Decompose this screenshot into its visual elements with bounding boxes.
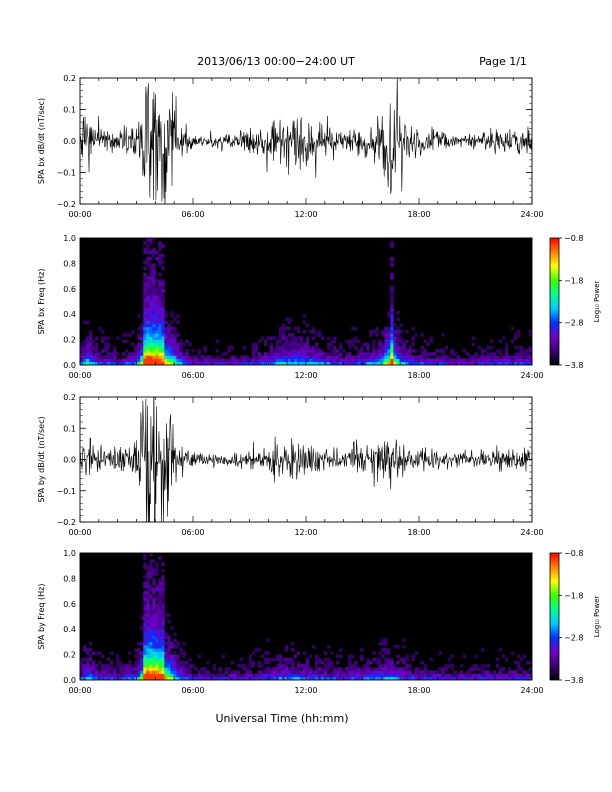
y-axis-label: SPA by Freq (Hz) <box>37 584 46 650</box>
colorbar: −0.8 −1.8 −2.8 −3.8 Log₁₀ Power <box>549 549 601 685</box>
x-tick-label: 12:00 <box>294 210 317 219</box>
trace-line <box>80 397 532 522</box>
x-tick-label: 00:00 <box>68 371 91 380</box>
x-tick-label: 06:00 <box>181 210 204 219</box>
colorbar-tick-label: −1.8 <box>564 591 583 600</box>
x-tick-label: 06:00 <box>181 686 204 695</box>
x-tick-label: 12:00 <box>294 371 317 380</box>
colorbar-tick-label: −2.8 <box>564 634 583 643</box>
colorbar-tick-label: −1.8 <box>564 276 583 285</box>
x-tick-label: 12:00 <box>294 528 317 537</box>
colorbar-tick-label: −0.8 <box>564 549 583 558</box>
y-tick-label: 0.8 <box>63 574 76 583</box>
y-tick-label: 0.4 <box>63 310 76 319</box>
x-tick-label: 18:00 <box>407 210 430 219</box>
y-axis-label: SPA bx Freq (Hz) <box>37 269 46 335</box>
y-tick-label: 0.0 <box>63 137 76 146</box>
colorbar-tick-label: −2.8 <box>564 319 583 328</box>
spectrogram-cells <box>80 238 532 365</box>
colorbar-label: Log₁₀ Power <box>593 281 601 323</box>
x-tick-label: 18:00 <box>407 528 430 537</box>
figure-title: 2013/06/13 00:00−24:00 UT <box>197 55 355 68</box>
y-tick-label: 0.8 <box>63 259 76 268</box>
x-tick-label: 18:00 <box>407 371 430 380</box>
x-tick-label: 24:00 <box>520 528 543 537</box>
x-tick-label: 00:00 <box>68 210 91 219</box>
y-tick-label: 1.0 <box>63 234 76 243</box>
x-tick-label: 24:00 <box>520 686 543 695</box>
x-axis-title: Universal Time (hh:mm) <box>216 712 349 725</box>
x-tick-label: 06:00 <box>181 528 204 537</box>
y-tick-label: 0.4 <box>63 625 76 634</box>
y-tick-label: 0.0 <box>63 361 76 370</box>
y-tick-label: −0.1 <box>57 169 76 178</box>
y-tick-label: 0.0 <box>63 676 76 685</box>
colorbar-label: Log₁₀ Power <box>593 596 601 638</box>
colorbar-tick-label: −0.8 <box>564 234 583 243</box>
trace-line <box>80 78 532 204</box>
y-tick-label: 0.6 <box>63 285 76 294</box>
panels-group: 0.20.10.0−0.1−0.200:00 06:00 12:00 18:00 24:… <box>37 74 601 695</box>
panel-4: −0.8 −1.8 −2.8 −3.8 Log₁₀ Power 1.0 0.8 0.6 0.4 0… <box>37 549 601 695</box>
y-tick-label: 0.2 <box>63 393 76 402</box>
x-tick-label: 24:00 <box>520 210 543 219</box>
y-tick-label: 0.6 <box>63 600 76 609</box>
colorbar: −0.8 −1.8 −2.8 −3.8 Log₁₀ Power <box>549 234 601 370</box>
y-tick-label: −0.2 <box>57 200 76 209</box>
y-tick-label: 0.1 <box>63 106 76 115</box>
page-indicator: Page 1/1 <box>479 55 527 68</box>
colorbar-tick-label: −3.8 <box>564 676 583 685</box>
x-tick-label: 00:00 <box>68 686 91 695</box>
y-axis-label: SPA by dB/dt (nT/sec) <box>37 416 46 502</box>
panel-3: 0.2 0.1 0.0 −0.1 −0.200:00 06:00 12:00 18:00 24:… <box>37 393 544 537</box>
x-tick-label: 00:00 <box>68 528 91 537</box>
panel-1: 0.2 0.1 0.0 −0.1 −0.200:00 06:00 12:00 18:00 24:… <box>37 74 544 219</box>
y-tick-label: −0.1 <box>57 487 76 496</box>
y-tick-label: 0.0 <box>63 456 76 465</box>
y-tick-label: 0.2 <box>63 74 76 83</box>
x-tick-label: 24:00 <box>520 371 543 380</box>
x-tick-label: 06:00 <box>181 371 204 380</box>
colorbar-tick-label: −3.8 <box>564 361 583 370</box>
colorbar-ramp <box>549 237 560 366</box>
y-tick-label: 0.1 <box>63 424 76 433</box>
colorbar-ramp <box>549 552 560 681</box>
x-tick-label: 12:00 <box>294 686 317 695</box>
x-tick-label: 18:00 <box>407 686 430 695</box>
y-tick-label: 0.2 <box>63 336 76 345</box>
y-tick-label: 0.2 <box>63 651 76 660</box>
y-tick-label: −0.2 <box>57 518 76 527</box>
y-axis-label: SPA bx dB/dt (nT/sec) <box>37 98 46 184</box>
panel-2: −0.8 −1.8 −2.8 −3.8 Log₁₀ Power 1.0 0.8 0.6 0.4 0… <box>37 234 601 380</box>
y-tick-label: 1.0 <box>63 549 76 558</box>
